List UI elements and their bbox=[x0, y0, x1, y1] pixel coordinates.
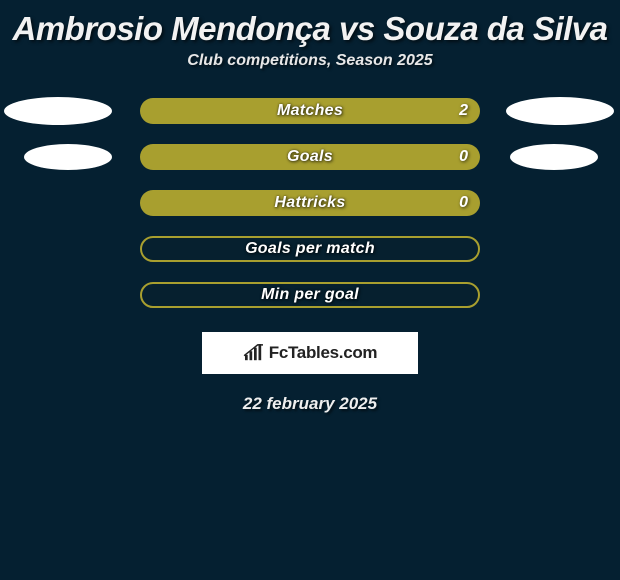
stat-label: Hattricks bbox=[274, 194, 345, 212]
stat-bar: Goals per match bbox=[140, 236, 480, 262]
stat-rows: Matches 2 Goals 0 Hattricks 0 Goals per match M… bbox=[0, 98, 620, 308]
comparison-infographic: Ambrosio Mendonça vs Souza da Silva Club… bbox=[0, 0, 620, 414]
page-title: Ambrosio Mendonça vs Souza da Silva bbox=[0, 6, 620, 52]
chart-icon bbox=[243, 344, 265, 362]
stat-row: Goals per match bbox=[0, 236, 620, 262]
player-right-marker bbox=[506, 97, 614, 125]
stat-bar: Hattricks 0 bbox=[140, 190, 480, 216]
stat-row: Min per goal bbox=[0, 282, 620, 308]
player-left-marker bbox=[24, 144, 112, 170]
stat-bar: Goals 0 bbox=[140, 144, 480, 170]
stat-row: Goals 0 bbox=[0, 144, 620, 170]
stat-label: Min per goal bbox=[261, 286, 359, 304]
date-text: 22 february 2025 bbox=[0, 394, 620, 414]
stat-bar: Matches 2 bbox=[140, 98, 480, 124]
stat-label: Goals per match bbox=[245, 240, 375, 258]
player-left-marker bbox=[4, 97, 112, 125]
logo-text: FcTables.com bbox=[269, 343, 378, 363]
stat-row: Hattricks 0 bbox=[0, 190, 620, 216]
stat-value: 0 bbox=[459, 194, 468, 212]
stat-row: Matches 2 bbox=[0, 98, 620, 124]
stat-label: Goals bbox=[287, 148, 333, 166]
stat-label: Matches bbox=[277, 102, 343, 120]
logo-badge: FcTables.com bbox=[202, 332, 418, 374]
stat-bar: Min per goal bbox=[140, 282, 480, 308]
page-subtitle: Club competitions, Season 2025 bbox=[0, 52, 620, 98]
stat-value: 2 bbox=[459, 102, 468, 120]
player-right-marker bbox=[510, 144, 598, 170]
stat-value: 0 bbox=[459, 148, 468, 166]
